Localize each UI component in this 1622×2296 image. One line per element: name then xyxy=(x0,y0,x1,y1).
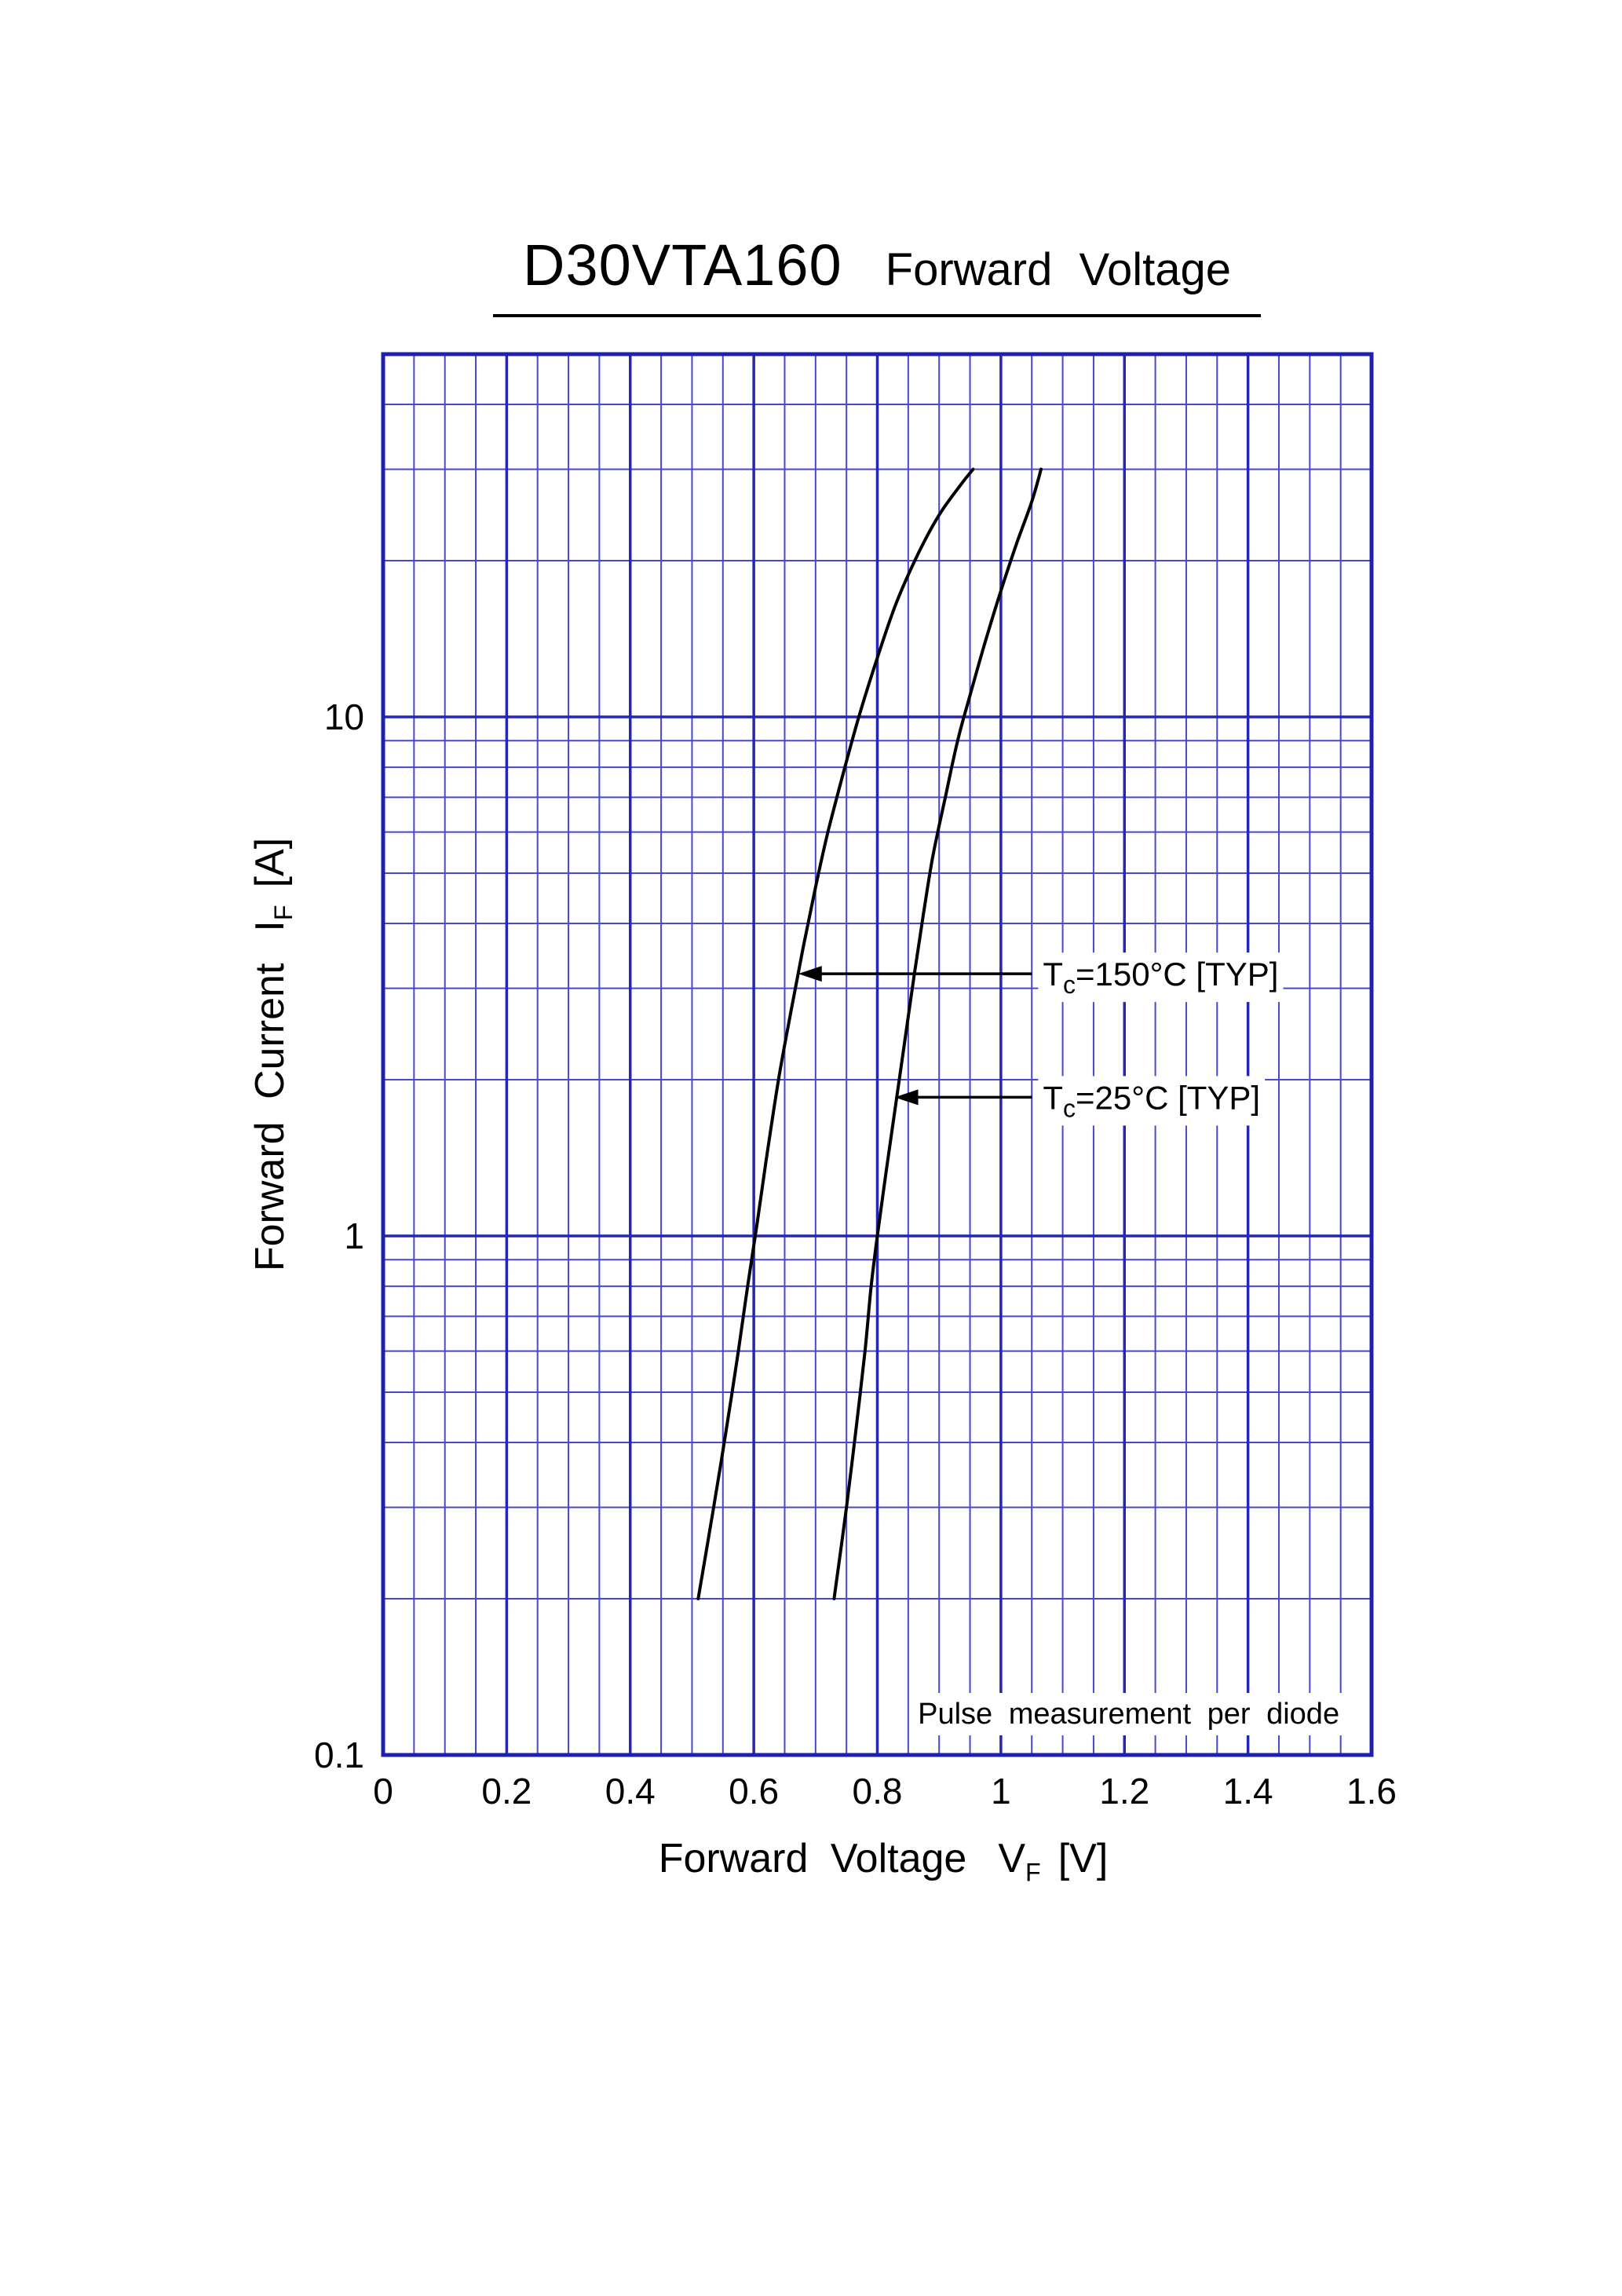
note-bg xyxy=(910,1693,1348,1735)
y-axis-unit: [A] xyxy=(247,837,293,888)
x-axis-symbol: V xyxy=(998,1836,1026,1881)
annotation-label: Tc=25°C [TYP] xyxy=(1043,1079,1260,1122)
annotation-bg xyxy=(1038,952,1284,1003)
chart-title-underline: D30VTA160 Forward Voltage xyxy=(493,232,1261,317)
part-number: D30VTA160 xyxy=(523,232,842,298)
annotation-label: Tc=150°C [TYP] xyxy=(1043,956,1278,999)
x-tick-label: 1 xyxy=(991,1771,1011,1812)
chart-title: D30VTA160 Forward Voltage xyxy=(493,232,1261,317)
annotation-arrowhead xyxy=(894,1089,919,1106)
curve-2 xyxy=(832,467,1043,1600)
x-tick-label: 1.2 xyxy=(1099,1771,1149,1812)
x-tick-label: 0.4 xyxy=(605,1771,656,1812)
grid xyxy=(382,354,1373,1757)
x-tick-label: 1.6 xyxy=(1346,1771,1397,1812)
x-tick-label: 1.4 xyxy=(1223,1771,1273,1812)
x-tick-label: 0.6 xyxy=(729,1771,779,1812)
y-axis-label: Forward Current IF [A] xyxy=(247,838,298,1271)
x-axis-unit: [V] xyxy=(1058,1836,1109,1881)
note-text: Pulse measurement per diode xyxy=(918,1698,1339,1731)
x-axis-label-text: Forward Voltage xyxy=(658,1836,967,1881)
chart-title-text: Forward Voltage xyxy=(885,244,1231,295)
x-axis-label: Forward Voltage VF [V] xyxy=(659,1835,1109,1887)
x-tick-label: 0.2 xyxy=(481,1771,532,1812)
plot-frame xyxy=(381,352,1374,1757)
y-axis-label-text: Forward Current xyxy=(247,963,293,1272)
y-axis-symbol: I xyxy=(247,920,293,932)
annotation-arrowhead xyxy=(798,966,822,982)
y-tick-label: 1 xyxy=(344,1216,364,1256)
y-tick-label: 0.1 xyxy=(314,1735,364,1775)
y-tick-label: 10 xyxy=(324,696,364,737)
y-axis-symbol-sub: F xyxy=(269,905,298,921)
tick-labels: 0 0.2 0.4 0.6 0.8 1 1.2 1.4 1.6 0.1 1 10 xyxy=(314,696,1397,1812)
x-axis-symbol-sub: F xyxy=(1025,1858,1041,1887)
annotation-bg xyxy=(1038,1076,1266,1126)
x-tick-label: 0.8 xyxy=(853,1771,903,1812)
x-tick-label: 0 xyxy=(373,1771,393,1812)
curve-1 xyxy=(696,467,975,1600)
